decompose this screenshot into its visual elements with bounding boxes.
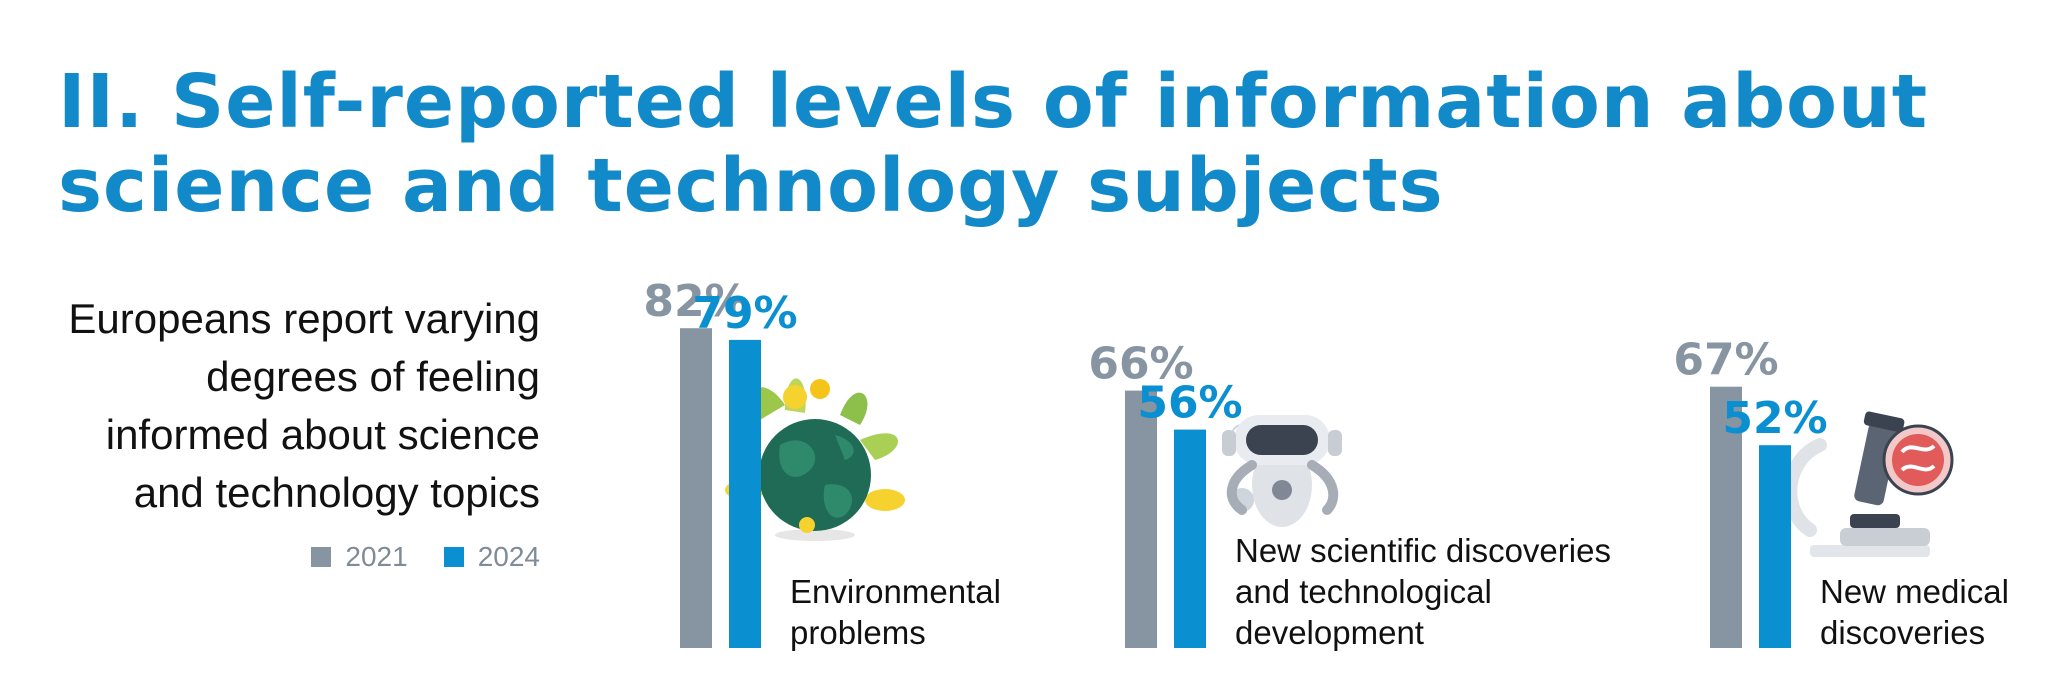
bar-2024 — [729, 339, 761, 648]
category-label: development — [1235, 614, 1424, 651]
chart-legend: 2021 2024 — [300, 540, 540, 574]
robot-icon — [1222, 415, 1342, 527]
legend-swatch-2021 — [311, 547, 332, 567]
legend-label-2024: 2024 — [477, 541, 540, 572]
bar-2021 — [1125, 390, 1157, 648]
category-label: New scientific discoveries — [1235, 532, 1611, 569]
bar-2024 — [1174, 429, 1206, 648]
intro-text: Europeans report varying degrees of feel… — [40, 290, 540, 522]
category-label: New medical — [1820, 573, 2009, 610]
microscope-icon — [1783, 411, 1954, 557]
bar-group: 66%56% New scientific discoveries and tech… — [1088, 339, 1611, 651]
title-line: II. Self-reported levels of information … — [58, 59, 1929, 145]
bar-group: 82%79% Environmental problems — [643, 276, 1001, 651]
category-label: problems — [790, 614, 926, 651]
page-title: II. Self-reported levels of information … — [58, 60, 1958, 228]
category-label: and technological — [1235, 573, 1492, 610]
data-label-2024: 56% — [1137, 378, 1242, 429]
bar-2024 — [1759, 445, 1791, 648]
category-label: discoveries — [1820, 614, 1985, 651]
data-label-2021: 82% — [643, 276, 748, 327]
legend-label-2021: 2021 — [345, 541, 408, 572]
title-line: science and technology subjects — [58, 143, 1444, 229]
bar-2021 — [1710, 386, 1742, 648]
intro-line: informed about science — [105, 411, 540, 458]
intro-line: Europeans report varying — [68, 295, 540, 342]
data-label-2024: 52% — [1722, 393, 1827, 444]
legend-swatch-2024 — [443, 547, 464, 567]
category-label: Environmental — [790, 573, 1001, 610]
data-label-2021: 66% — [1088, 339, 1193, 390]
legend-item-2021: 2021 — [311, 541, 408, 573]
data-label-2024: 79% — [692, 288, 797, 339]
bar-2021 — [680, 328, 712, 648]
intro-line: degrees of feeling — [206, 353, 540, 400]
legend-item-2024: 2024 — [443, 541, 540, 573]
data-label-2021: 67% — [1673, 335, 1778, 386]
intro-line: and technology topics — [133, 469, 540, 516]
bar-group: 67% 52% New medical discoveries — [1673, 335, 2009, 651]
